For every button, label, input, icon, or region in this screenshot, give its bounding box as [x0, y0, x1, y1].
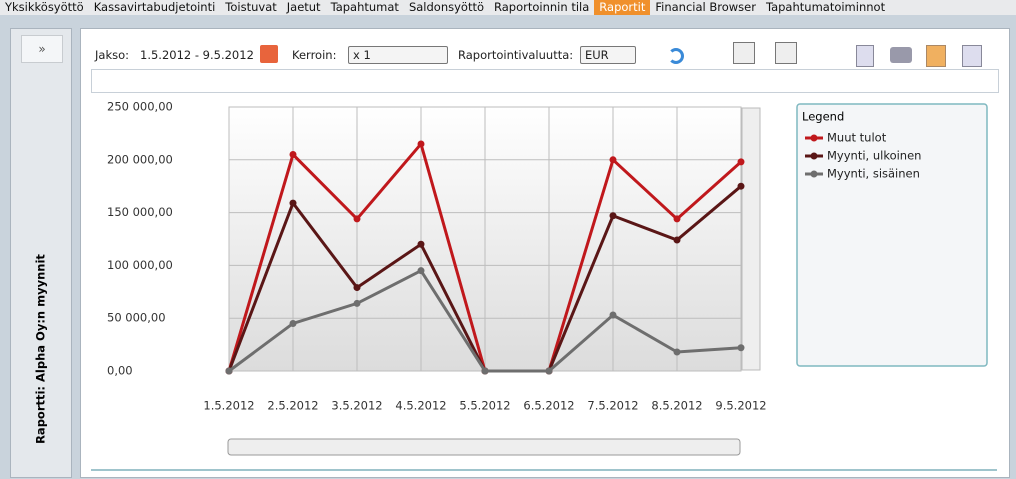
point: [673, 215, 681, 223]
expand-icon[interactable]: [733, 42, 755, 64]
legend-marker: [810, 134, 818, 142]
menu-item[interactable]: Tapahtumatoiminnot: [765, 0, 886, 14]
menu-item[interactable]: Jaetut: [286, 0, 321, 14]
y-tick-label: 200 000,00: [107, 152, 173, 166]
point: [289, 199, 297, 207]
period-label: Jakso:: [95, 48, 130, 62]
point: [481, 367, 489, 375]
calendar-icon[interactable]: [260, 45, 278, 63]
point: [353, 284, 361, 292]
x-tick-label: 2.5.2012: [267, 399, 318, 413]
menu-item[interactable]: Raportoinnin tila: [494, 0, 590, 14]
y-tick-label: 0,00: [107, 364, 133, 378]
sidebar-title: Raportti: Alpha Oy:n myynnit: [34, 254, 48, 444]
point: [417, 267, 425, 275]
copy-icon[interactable]: [926, 45, 946, 67]
point: [353, 215, 361, 223]
point: [609, 212, 617, 220]
legend-title: Legend: [802, 110, 844, 124]
menu-item[interactable]: Toistuvat: [225, 0, 277, 14]
h-scrollbar[interactable]: [227, 438, 741, 456]
y-tick-label: 250 000,00: [107, 100, 173, 114]
legend-label: Muut tulot: [827, 131, 887, 145]
sidebar-toggle[interactable]: »: [21, 35, 63, 63]
point: [673, 348, 681, 356]
point: [289, 319, 297, 327]
point: [737, 182, 745, 190]
currency-select[interactable]: EUR: [580, 46, 636, 64]
legend-label: Myynti, sisäinen: [827, 167, 920, 181]
menu-bar: Yksikkösyöttö Kassavirtabudjetointi Toistu…: [0, 0, 1016, 15]
x-tick-label: 8.5.2012: [651, 399, 702, 413]
collapse-icon[interactable]: [775, 42, 797, 64]
legend-marker: [810, 170, 818, 178]
point: [545, 367, 553, 375]
point: [737, 344, 745, 352]
save-icon[interactable]: [962, 45, 982, 67]
sidebar-title-box: Raportti: Alpha Oy:n myynnit: [34, 254, 48, 444]
refresh-icon[interactable]: [668, 48, 684, 64]
sidebar: » Raportti: Alpha Oy:n myynnit: [10, 28, 72, 478]
factor-select[interactable]: x 1: [348, 46, 448, 64]
x-tick-label: 4.5.2012: [395, 399, 446, 413]
currency-label: Raportointivaluutta:: [458, 48, 574, 62]
point: [417, 140, 425, 148]
legend-marker: [810, 152, 818, 160]
v-scrollbar[interactable]: [741, 107, 761, 371]
print-icon[interactable]: [890, 47, 912, 63]
x-tick-label: 9.5.2012: [715, 399, 766, 413]
x-tick-label: 1.5.2012: [203, 399, 254, 413]
panel-footer: [91, 469, 997, 479]
point: [609, 156, 617, 164]
x-tick-label: 3.5.2012: [331, 399, 382, 413]
menu-item[interactable]: Kassavirtabudjetointi: [93, 0, 216, 14]
point: [737, 158, 745, 166]
y-tick-label: 100 000,00: [107, 258, 173, 272]
point: [353, 299, 361, 307]
filter-row: [91, 69, 999, 93]
legend-label: Myynti, ulkoinen: [827, 149, 921, 163]
legend-box: [796, 103, 988, 367]
menu-item[interactable]: Raportit: [594, 0, 651, 15]
menu-item[interactable]: Saldonsyöttö: [408, 0, 485, 14]
x-tick-label: 6.5.2012: [523, 399, 574, 413]
point: [289, 151, 297, 159]
x-tick-label: 7.5.2012: [587, 399, 638, 413]
factor-label: Kerroin:: [292, 48, 337, 62]
point: [673, 236, 681, 244]
period: 1.5.2012 - 9.5.2012: [140, 48, 254, 62]
menu-item[interactable]: Tapahtumat: [330, 0, 399, 14]
point: [225, 367, 233, 375]
menu-item[interactable]: Yksikkösyöttö: [5, 0, 84, 14]
point: [417, 240, 425, 248]
y-tick-label: 150 000,00: [107, 205, 173, 219]
y-tick-label: 50 000,00: [107, 311, 166, 325]
menu-item[interactable]: Financial Browser: [655, 0, 756, 14]
x-tick-label: 5.5.2012: [459, 399, 510, 413]
point: [609, 311, 617, 319]
export-icon[interactable]: [856, 45, 874, 67]
